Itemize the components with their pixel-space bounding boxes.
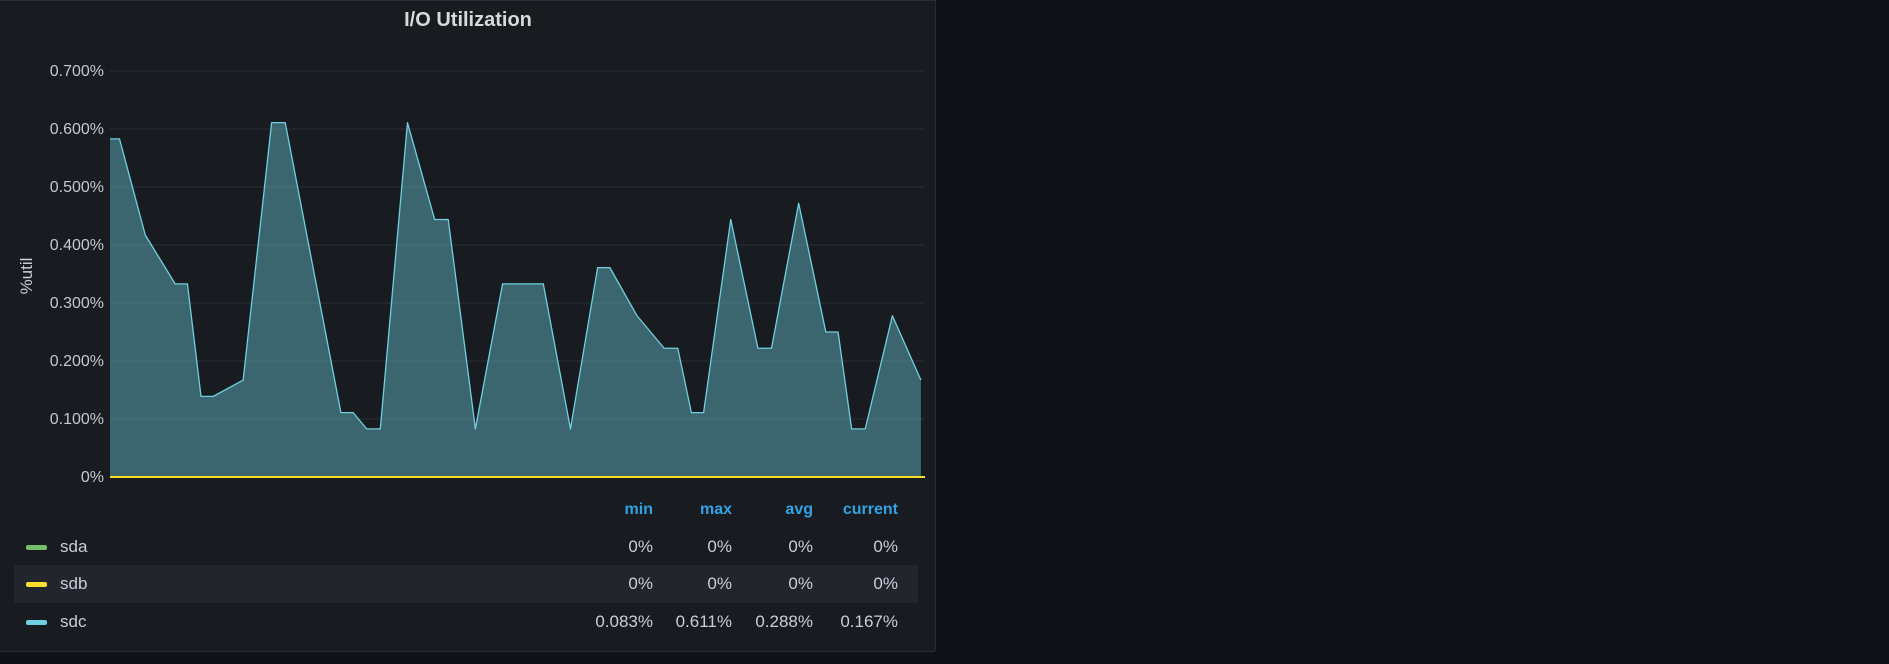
- legend-value-max: 0%: [707, 537, 732, 556]
- series-line-sdc[interactable]: [110, 121, 922, 430]
- legend-header-avg[interactable]: avg: [785, 501, 813, 518]
- y-tick-label: 0.400%: [50, 237, 104, 254]
- legend-series-name[interactable]: sdb: [60, 574, 88, 593]
- legend-value-current: 0.167%: [840, 612, 898, 631]
- legend-row-sdb[interactable]: sdb 0% 0% 0% 0%: [14, 565, 918, 603]
- legend-value-avg: 0%: [788, 574, 813, 593]
- y-tick-label: 0.200%: [50, 353, 104, 370]
- legend-value-max: 0%: [707, 574, 732, 593]
- legend-header-current[interactable]: current: [842, 501, 898, 518]
- y-tick-label: 0%: [81, 469, 104, 486]
- legend-value-min: 0%: [628, 574, 653, 593]
- series-color-swatch[interactable]: [26, 582, 47, 587]
- series-color-swatch[interactable]: [26, 620, 47, 625]
- y-tick-label: 0.500%: [50, 179, 104, 196]
- y-tick-label: 0.600%: [50, 121, 104, 138]
- legend-header-max[interactable]: max: [699, 501, 732, 518]
- legend-value-max: 0.611%: [675, 612, 732, 631]
- series-area-sdc[interactable]: [110, 122, 921, 478]
- legend-header-min[interactable]: min: [624, 501, 653, 518]
- legend-row-sdc[interactable]: sdc 0.083% 0.611% 0.288% 0.167%: [14, 603, 918, 641]
- io-utilization-panel: I/O Utilization %util 0% 0.100% 0.200% 0.30…: [0, 0, 936, 652]
- y-tick-label: 0.700%: [50, 63, 104, 80]
- legend-value-min: 0.083%: [595, 612, 653, 631]
- legend-value-min: 0%: [628, 537, 653, 556]
- panel-title[interactable]: I/O Utilization: [404, 9, 532, 31]
- series-group: [110, 121, 925, 478]
- y-tick-labels: 0% 0.100% 0.200% 0.300% 0.400% 0.500% 0.600% 0.…: [50, 63, 104, 486]
- legend-value-current: 0%: [873, 537, 898, 556]
- legend-series-name[interactable]: sdc: [60, 612, 87, 631]
- legend-row-sda[interactable]: sda 0% 0% 0% 0%: [14, 528, 918, 566]
- series-color-swatch[interactable]: [26, 545, 47, 550]
- legend-value-avg: 0.288%: [755, 612, 813, 631]
- chart-svg[interactable]: 0% 0.100% 0.200% 0.300% 0.400% 0.500% 0.600% 0.…: [0, 1, 936, 491]
- legend-value-current: 0%: [873, 574, 898, 593]
- y-tick-label: 0.300%: [50, 295, 104, 312]
- y-tick-label: 0.100%: [50, 411, 104, 428]
- legend-value-avg: 0%: [788, 537, 813, 556]
- legend-series-name[interactable]: sda: [60, 537, 88, 556]
